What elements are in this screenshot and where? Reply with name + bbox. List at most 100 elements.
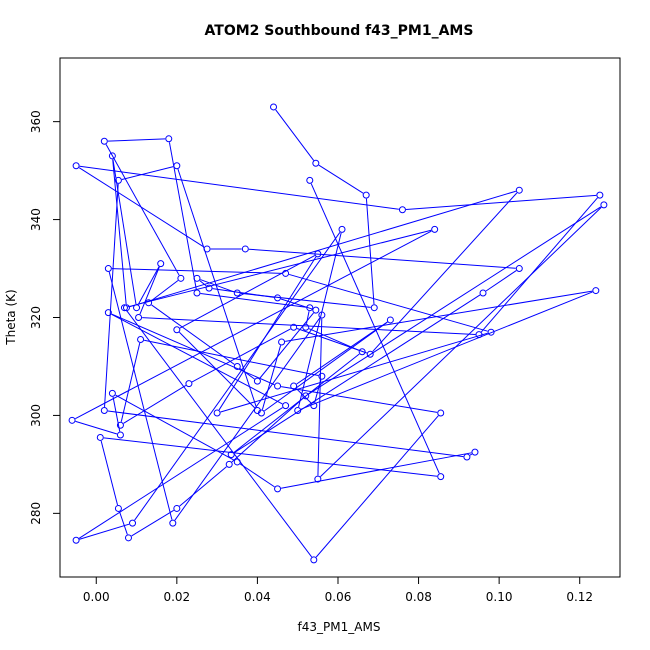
series-line-segment [107,410,464,458]
data-point [72,536,80,544]
series-line-segment [123,385,187,424]
series-line-segment [259,312,314,379]
series-line-segment [233,353,360,453]
series-line-segment [231,397,304,463]
x-tick-label: 0.02 [163,590,190,604]
series-line-segment [405,194,597,211]
y-tick-label: 360 [29,110,43,133]
x-tick-label: 0.00 [83,590,110,604]
series-line-segment [469,453,473,456]
series-line-segment [199,280,207,287]
series-line-segment [218,256,317,411]
series-line-segment [317,318,323,476]
data-point [114,504,122,512]
data-point [100,407,108,415]
series-line-segment [179,466,227,507]
data-point [177,274,185,282]
data-point [437,409,445,417]
series-line-segment [103,437,438,477]
data-point [600,201,608,209]
x-tick-label: 0.08 [405,590,432,604]
data-point [104,265,112,273]
x-tick-label: 0.04 [244,590,271,604]
data-point [116,431,124,439]
data-point [312,159,320,167]
series-line-segment [480,197,598,333]
data-point [312,306,320,314]
data-point [253,407,261,415]
y-tick-label: 340 [29,208,43,231]
data-point [116,421,124,429]
series-line-segment [177,168,257,408]
data-point [233,458,241,466]
series-line-segment [298,232,342,408]
data-point [463,453,471,461]
data-point [108,152,116,160]
data-point [274,294,282,302]
data-point [596,191,604,199]
series-line-segment [112,159,127,305]
series-line-segment [75,420,118,435]
x-tick-label: 0.06 [325,590,352,604]
chart-title: ATOM2 Southbound f43_PM1_AMS [205,23,474,39]
data-point [592,287,600,295]
data-point [431,225,439,233]
y-tick-label: 320 [29,306,43,329]
series-line-segment [126,310,313,558]
data-point [68,416,76,424]
series-line-segment [179,331,256,409]
data-point [318,372,326,380]
data-point [294,407,302,415]
data-point [213,409,221,417]
data-point [165,135,173,143]
data-point [487,328,495,336]
series-line-segment [275,109,315,161]
series-line-segment [200,279,235,293]
series-line-segment [296,321,388,385]
series-line-segment [174,317,321,521]
y-axis: 280 300 320 340 360 [29,110,61,525]
series-line-segment [108,271,173,520]
series-line-segment [191,328,291,383]
data-point [515,186,523,194]
data-point [310,402,318,410]
data-point [274,382,282,390]
data-point [310,556,318,564]
data-point [137,336,145,344]
data-point [241,245,249,253]
data-point [133,304,141,312]
data-point [314,475,322,483]
data-point [173,504,181,512]
series-line-segment [151,280,179,302]
series-line-segment [295,388,312,404]
data-point [96,433,104,441]
data-point [173,326,181,334]
data-point [318,311,326,319]
data-point [306,176,314,184]
data-point [270,103,278,111]
series-line-segment [212,288,275,298]
series-line-segment [111,313,275,386]
y-tick-label: 280 [29,502,43,525]
data-point [278,338,286,346]
series-line-segment [315,415,439,558]
series-line-segment [105,144,180,276]
data-point [227,451,235,459]
series-line-segment [75,230,432,420]
data-point [129,519,137,527]
data-point [120,304,128,312]
series-line-segment [79,523,130,540]
series-line-segment [112,396,121,432]
series-line-segment [288,273,488,332]
x-tick-label: 0.12 [566,590,593,604]
data-point [302,323,310,331]
series-lines [75,109,602,558]
series-line-segment [285,290,593,342]
data-point [282,402,290,410]
series-line-segment [281,386,438,413]
series-line-segment [318,164,364,194]
series-line-segment [220,332,488,413]
series-line-segment [129,190,516,308]
